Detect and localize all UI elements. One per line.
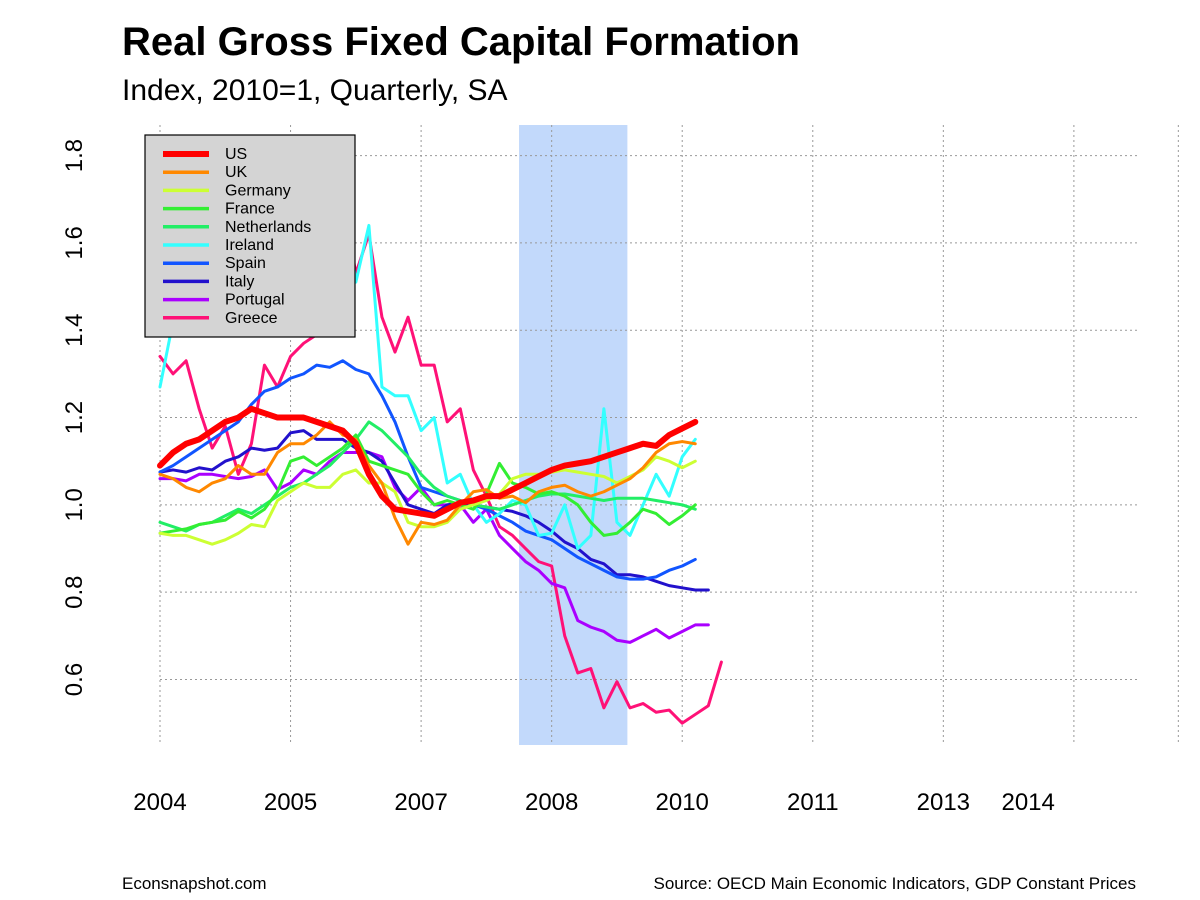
footer-source: Source: OECD Main Economic Indicators, G…	[653, 874, 1136, 893]
legend-label: Greece	[225, 310, 278, 327]
series-line-france	[158, 433, 697, 537]
x-tick-label: 2007	[394, 789, 447, 816]
x-tick-label: 2014	[1001, 789, 1054, 816]
grid-layer	[159, 125, 1179, 745]
y-tick-label: 0.8	[61, 575, 88, 608]
legend-label: Germany	[225, 182, 291, 199]
x-tick-label: 2011	[787, 789, 839, 816]
y-tick-label: 1.2	[61, 401, 88, 434]
series-line-germany	[158, 455, 697, 546]
x-tick-label: 2004	[133, 789, 186, 816]
legend-box	[144, 134, 356, 338]
legend-label: Portugal	[225, 292, 285, 309]
series-layer	[157, 145, 723, 725]
legend-label: UK	[225, 164, 248, 181]
y-tick-label: 1.8	[61, 139, 88, 172]
recession-shading	[519, 125, 628, 745]
footer-site: Econsnapshot.com	[122, 874, 267, 893]
y-tick-label: 1.4	[61, 314, 88, 347]
x-tick-label: 2008	[525, 789, 578, 816]
x-tick-label: 2013	[917, 789, 970, 816]
y-tick-label: 0.6	[61, 663, 88, 696]
line-chart: 0.6 0.8 1.0 1.2 1.4 1.6 1.8 2004 2005 2007 2008 201…	[61, 125, 1179, 816]
y-tick-label: 1.0	[61, 488, 88, 521]
legend-label: US	[225, 146, 247, 163]
legend-label: Netherlands	[225, 219, 311, 236]
legend-label: Italy	[225, 273, 254, 290]
series-line-us	[157, 405, 699, 519]
series-line-greece	[158, 197, 723, 725]
legend-label: Ireland	[225, 237, 274, 254]
y-tick-label: 1.6	[61, 226, 88, 259]
x-tick-label: 2005	[264, 789, 317, 816]
chart-subtitle: Index, 2010=1, Quarterly, SA	[122, 74, 508, 107]
series-line-uk	[158, 420, 697, 546]
legend-label: Spain	[225, 255, 266, 272]
axis-layer: 0.6 0.8 1.0 1.2 1.4 1.6 1.8 2004 2005 2007 2008 201…	[61, 139, 1055, 816]
recession-shading-layer	[519, 125, 628, 745]
series-line-netherlands	[158, 420, 697, 533]
chart-title: Real Gross Fixed Capital Formation	[122, 20, 800, 64]
x-tick-label: 2010	[656, 789, 709, 816]
legend-label: France	[225, 201, 275, 218]
